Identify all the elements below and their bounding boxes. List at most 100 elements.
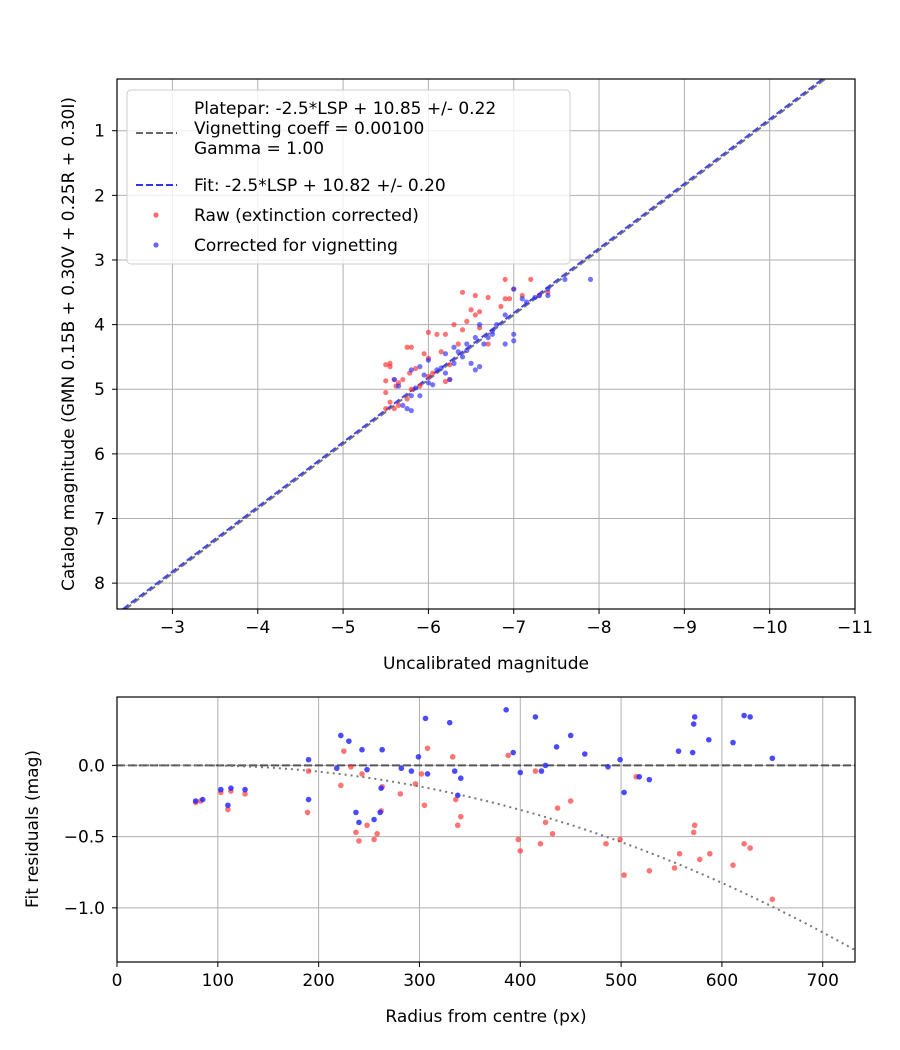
corrected-residual-point	[617, 756, 623, 763]
raw-point	[528, 276, 534, 282]
corrected-residual-point	[199, 796, 206, 803]
legend-platepar-line-text: Platepar: -2.5*LSP + 10.85 +/- 0.22	[194, 99, 496, 119]
corrected-residual-point	[747, 714, 753, 720]
corrected-point	[395, 383, 402, 389]
corrected-point	[404, 406, 410, 412]
raw-point	[498, 303, 504, 310]
raw-point	[391, 406, 397, 412]
raw-point	[468, 307, 474, 313]
top-points	[383, 276, 594, 414]
raw-residual-point	[364, 822, 370, 829]
corrected-residual-point	[542, 762, 549, 769]
raw-point	[425, 329, 432, 335]
corrected-residual-point	[377, 809, 383, 816]
bottom-x-tick-label: 400	[504, 971, 536, 991]
legend-raw-marker	[153, 212, 159, 218]
raw-residual-point	[421, 802, 428, 809]
legend-corrected-label: Corrected for vignetting	[194, 236, 398, 256]
corrected-residual-point	[415, 754, 422, 760]
legend-raw-label: Raw (extinction corrected)	[194, 206, 419, 226]
bottom-x-axis-label: Radius from centre (px)	[385, 1007, 586, 1027]
raw-point	[451, 322, 457, 328]
raw-residual-point	[532, 768, 539, 774]
top-x-axis-label: Uncalibrated magnitude	[383, 654, 589, 674]
corrected-residual-point	[378, 785, 384, 791]
raw-residual-point	[690, 829, 697, 836]
corrected-point	[434, 367, 440, 373]
raw-residual-point	[397, 791, 404, 797]
bottom-y-tick-label: −1.0	[64, 899, 105, 919]
raw-residual-point	[621, 872, 627, 878]
corrected-residual-point	[356, 819, 362, 826]
corrected-point	[408, 407, 414, 414]
corrected-residual-point	[691, 714, 698, 720]
corrected-residual-point	[646, 776, 653, 783]
corrected-point	[494, 322, 500, 328]
bottom-grid	[116, 697, 855, 962]
corrected-point	[481, 341, 487, 347]
corrected-residual-point	[192, 798, 199, 804]
corrected-point	[391, 376, 397, 383]
corrected-point	[430, 382, 436, 388]
bottom-y-tick-label: −0.5	[64, 828, 105, 848]
top-x-tick-label: −9	[672, 618, 697, 638]
raw-residual-point	[341, 748, 347, 754]
top-y-tick-label: 3	[94, 251, 105, 271]
top-x-tick-label: −6	[416, 618, 441, 638]
top-y-tick-label: 4	[94, 316, 105, 336]
raw-residual-point	[769, 896, 776, 903]
raw-residual-point	[567, 798, 574, 804]
corrected-residual-point	[424, 771, 431, 777]
corrected-point	[425, 357, 432, 363]
corrected-residual-point	[364, 766, 370, 773]
corrected-point	[459, 354, 466, 360]
raw-point	[502, 296, 508, 302]
bottom-y-axis-label: Fit residuals (mag)	[23, 750, 43, 908]
top-x-tick-label: −7	[501, 618, 526, 638]
raw-residual-point	[305, 768, 312, 774]
raw-residual-point	[646, 868, 653, 874]
top-y-tick-label: 5	[94, 380, 105, 400]
corrected-residual-point	[457, 775, 464, 782]
bottom-x-tick-label: 300	[403, 971, 435, 991]
raw-point	[459, 289, 466, 295]
corrected-residual-point	[305, 796, 312, 803]
corrected-residual-point	[333, 765, 340, 772]
corrected-residual-point	[446, 719, 453, 726]
raw-point	[442, 378, 449, 385]
raw-point	[421, 351, 427, 357]
legend-platepar-line-text: Gamma = 1.00	[194, 139, 324, 159]
corrected-point	[438, 365, 444, 371]
corrected-point	[421, 372, 427, 378]
corrected-point	[408, 367, 414, 373]
raw-point	[434, 331, 440, 337]
top-y-ticks: 1 2 3 4 5 6 7 8	[94, 122, 117, 594]
top-fit-lines	[122, 78, 826, 610]
raw-residual-point	[353, 829, 359, 836]
top-x-tick-label: −8	[587, 618, 612, 638]
raw-residual-point	[617, 836, 623, 843]
raw-residual-point	[338, 782, 344, 789]
corrected-residual-point	[741, 712, 747, 719]
raw-residual-point	[418, 771, 425, 777]
top-x-ticks: −3 −4 −5 −6 −7 −8 −9 −10 −11	[160, 609, 873, 638]
bottom-points	[192, 707, 776, 903]
bottom-reference-lines	[117, 764, 856, 951]
corrected-point	[472, 367, 478, 373]
corrected-point	[464, 347, 470, 354]
legend-box	[126, 89, 571, 265]
corrected-residual-point	[359, 746, 365, 753]
raw-residual-point	[304, 809, 311, 816]
corrected-residual-point	[228, 785, 234, 791]
corrected-point	[442, 351, 449, 357]
corrected-point	[451, 360, 457, 366]
raw-residual-point	[424, 745, 431, 752]
corrected-point	[511, 338, 517, 344]
top-y-axis-label: Catalog magnitude (GMN 0.15B + 0.30V + 0…	[59, 97, 79, 591]
raw-point	[425, 373, 432, 379]
raw-residual-point	[741, 840, 747, 847]
raw-residual-point	[348, 764, 354, 770]
bottom-plot-frame	[116, 696, 856, 963]
corrected-point	[413, 385, 419, 391]
